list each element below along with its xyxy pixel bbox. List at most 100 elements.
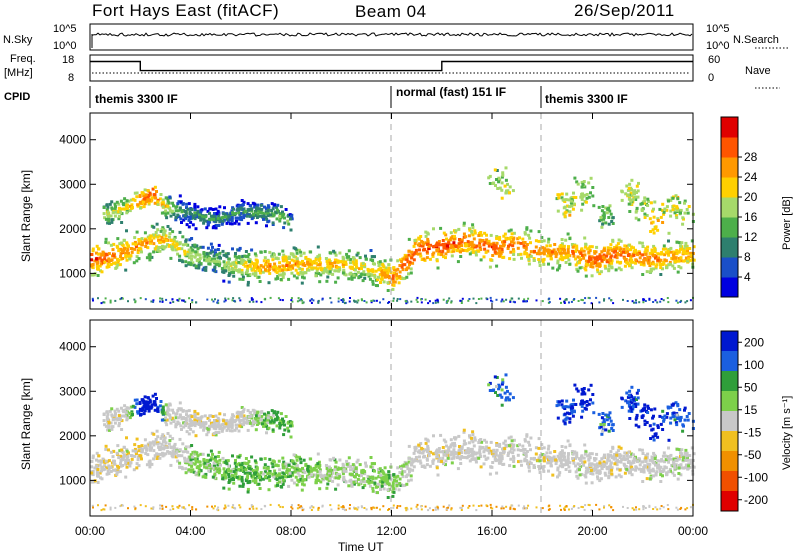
velocity-echo-cell (312, 466, 316, 470)
power-echo-cell (576, 255, 580, 259)
power-echo-cell (121, 257, 125, 260)
velocity-echo-cell (367, 481, 371, 485)
velocity-echo-cell (669, 469, 672, 473)
velocity-echo-cell (101, 460, 105, 463)
velocity-echo-cell (419, 442, 423, 445)
velocity-echo-cell (455, 456, 459, 460)
power-echo-cell (652, 231, 656, 235)
velocity-echo-cell (399, 465, 402, 469)
power-echo-cell (206, 209, 210, 213)
velocity-echo-cell (593, 464, 597, 468)
velocity-echo-cell (253, 477, 257, 480)
velocity-echo-cell (644, 456, 648, 460)
velocity-echo-cell (355, 460, 359, 464)
power-echo-cell (450, 254, 454, 258)
power-ground-cell (684, 301, 687, 304)
power-echo-cell (289, 228, 293, 232)
velocity-echo-cell (377, 475, 381, 479)
velocity-echo-cell (456, 467, 460, 471)
power-echo-cell (275, 217, 279, 221)
velocity-echo-cell (253, 459, 257, 463)
velocity-echo-cell (193, 409, 197, 413)
velocity-echo-cell (212, 466, 216, 470)
power-echo-cell (656, 252, 660, 256)
power-echo-cell (527, 257, 531, 261)
velocity-echo-cell (483, 454, 487, 458)
velocity-echo-cell (345, 459, 349, 463)
velocity-echo-cell (457, 451, 461, 455)
power-echo-cell (668, 260, 672, 264)
power-ground-cell (388, 301, 390, 304)
power-echo-cell (134, 242, 138, 246)
velocity-echo-cell (664, 458, 668, 462)
power-echo-cell (117, 202, 121, 206)
velocity-echo-cell (477, 441, 481, 444)
velocity-echo-cell (315, 476, 319, 480)
power-echo-cell (562, 244, 566, 248)
velocity-echo-cell (617, 473, 621, 477)
velocity-echo-cell (462, 430, 466, 434)
power-ground-cell (522, 300, 525, 303)
power-echo-cell (628, 182, 632, 186)
power-echo-cell (589, 191, 592, 195)
power-echo-cell (568, 262, 572, 266)
power-echo-cell (107, 214, 111, 218)
power-echo-cell (234, 257, 238, 261)
velocity-echo-cell (682, 466, 686, 470)
velocity-echo-cell (363, 480, 367, 484)
velocity-echo-cell (232, 470, 236, 474)
power-echo-cell (119, 199, 123, 203)
power-echo-cell (272, 213, 276, 217)
power-echo-cell (613, 255, 617, 259)
power-echo-cell (471, 226, 475, 229)
velocity-echo-cell (567, 465, 571, 469)
power-echo-cell (283, 267, 287, 271)
velocity-echo-cell (109, 450, 113, 454)
power-ground-cell (495, 298, 498, 301)
power-echo-cell (673, 211, 677, 215)
velocity-echo-cell (326, 482, 330, 486)
power-ground-cell (502, 300, 505, 303)
power-echo-cell (383, 259, 387, 263)
velocity-echo-cell (664, 454, 668, 458)
power-echo-cell (459, 250, 462, 254)
velocity-echo-cell (264, 475, 267, 479)
velocity-echo-cell (203, 474, 207, 478)
power-echo-cell (572, 195, 576, 199)
power-echo-cell (687, 257, 691, 261)
power-echo-cell (497, 251, 500, 255)
power-echo-cell (153, 201, 157, 205)
power-echo-cell (522, 241, 525, 245)
power-echo-cell (392, 283, 396, 287)
velocity-echo-cell (489, 465, 493, 469)
power-echo-cell (564, 254, 568, 258)
velocity-echo-cell (684, 458, 688, 462)
power-echo-cell (607, 264, 611, 268)
power-echo-cell (392, 266, 396, 270)
power-echo-cell (575, 267, 579, 271)
power-echo-cell (230, 267, 234, 270)
power-echo-cell (266, 204, 270, 208)
velocity-echo-cell (486, 448, 490, 452)
power-echo-cell (281, 269, 285, 273)
power-echo-cell (420, 258, 424, 261)
velocity-echo-cell (329, 469, 332, 472)
velocity-echo-cell (382, 478, 386, 482)
power-echo-cell (161, 200, 165, 204)
velocity-echo-cell (214, 469, 218, 473)
power-echo-cell (233, 221, 237, 225)
power-echo-cell (537, 249, 541, 253)
velocity-echo-cell (527, 464, 531, 468)
velocity-echo-cell (151, 440, 155, 444)
power-echo-cell (193, 217, 197, 221)
power-echo-cell (373, 262, 376, 266)
power-echo-cell (580, 197, 584, 201)
power-echo-cell (575, 244, 579, 248)
power-echo-cell (652, 254, 656, 258)
power-echo-cell (153, 185, 157, 189)
velocity-echo-cell (275, 478, 279, 482)
power-echo-cell (299, 254, 303, 258)
power-echo-cell (583, 267, 587, 270)
velocity-echo-cell (351, 463, 355, 467)
power-echo-cell (391, 276, 395, 280)
